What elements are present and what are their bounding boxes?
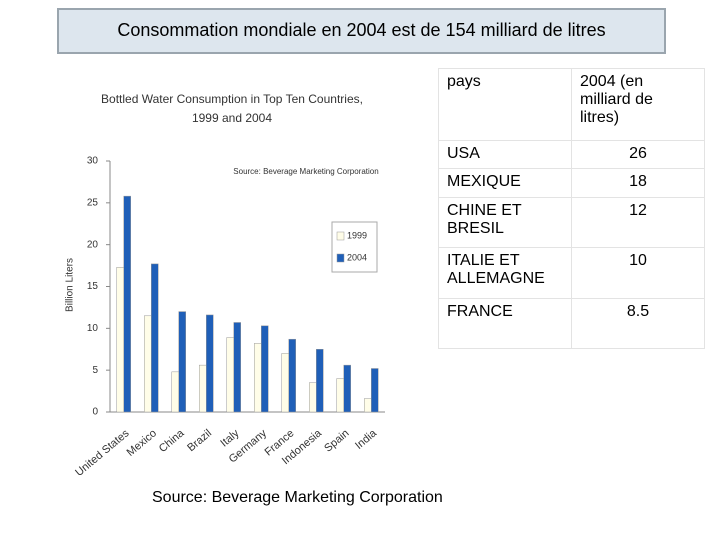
bar <box>316 349 324 413</box>
bar <box>151 263 159 413</box>
table-cell: MEXIQUE <box>438 168 572 198</box>
bar <box>336 378 344 413</box>
x-tick-label: Brazil <box>185 427 214 454</box>
x-tick-label: India <box>353 427 380 452</box>
table-cell: CHINE ET BRESIL <box>438 197 572 248</box>
bar <box>364 398 372 413</box>
bar <box>254 343 262 413</box>
x-tick-label: China <box>157 427 187 455</box>
y-tick-label: 0 <box>92 407 98 418</box>
y-tick-label: 5 <box>92 365 98 376</box>
bar <box>144 315 152 413</box>
bar <box>123 195 131 413</box>
table-cell: 10 <box>571 247 705 299</box>
x-tick-label: United States <box>73 427 132 479</box>
table-header-cell: pays <box>438 68 572 141</box>
y-axis-label: Billion Liters <box>65 258 76 312</box>
table-row: FRANCE 8.5 <box>438 298 705 349</box>
x-tick-label: Spain <box>322 427 351 454</box>
y-tick-label: 25 <box>87 197 99 208</box>
bar <box>233 322 241 413</box>
x-tick-label: Mexico <box>125 427 159 459</box>
table: pays 2004 (en milliard de litres) USA 26 MEX… <box>438 68 705 349</box>
table-cell: FRANCE <box>438 298 572 349</box>
table-cell: 8.5 <box>571 298 705 349</box>
y-tick-label: 30 <box>87 156 99 167</box>
bar <box>116 267 124 413</box>
chart-subtitle: 1999 and 2004 <box>192 111 272 125</box>
legend-swatch <box>336 231 345 241</box>
bar <box>343 364 351 413</box>
table-cell: ITALIE ET ALLEMAGNE <box>438 247 572 299</box>
bar <box>178 311 186 413</box>
y-tick-label: 15 <box>87 281 99 292</box>
bar <box>199 364 207 413</box>
bar <box>371 368 379 413</box>
source: Source: Beverage Marketing Corporation <box>152 489 443 506</box>
y-tick-label: 20 <box>87 239 99 250</box>
legend-box <box>331 221 378 273</box>
bar <box>261 325 269 413</box>
legend-label: 1999 <box>347 230 367 240</box>
bar <box>206 314 214 413</box>
bar <box>226 337 234 413</box>
table-header-cell: 2004 (en milliard de litres) <box>571 68 705 141</box>
table-cell: 12 <box>571 197 705 248</box>
table-row: CHINE ET BRESIL 12 <box>438 197 705 248</box>
legend-label: 2004 <box>347 252 367 262</box>
table-cell: USA <box>438 140 572 169</box>
chart-annotation: Source: Beverage Marketing Corporation <box>233 167 378 176</box>
chart-title: Bottled Water Consumption in Top Ten Cou… <box>101 92 363 106</box>
legend-swatch <box>336 253 345 263</box>
table-row: USA 26 <box>438 140 705 169</box>
table-cell: 18 <box>571 168 705 198</box>
bar <box>288 338 296 413</box>
bar <box>171 371 179 413</box>
bar <box>281 353 289 413</box>
y-tick-label: 10 <box>87 323 99 334</box>
table-row: pays 2004 (en milliard de litres) <box>438 68 705 141</box>
bar <box>309 382 317 413</box>
slide-title: Consommation mondiale en 2004 est de 154… <box>57 8 666 54</box>
table-cell: 26 <box>571 140 705 169</box>
table-row: MEXIQUE 18 <box>438 168 705 198</box>
table-row: ITALIE ET ALLEMAGNE 10 <box>438 247 705 299</box>
